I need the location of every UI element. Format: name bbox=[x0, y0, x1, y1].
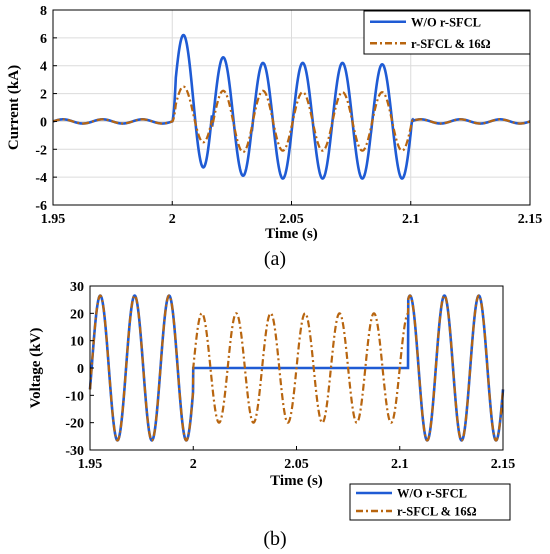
y-tick-label: -6 bbox=[35, 199, 47, 214]
series-line-r-sfcl bbox=[52, 85, 531, 154]
x-tick-label: 2 bbox=[169, 212, 176, 227]
y-tick-label: -20 bbox=[65, 417, 84, 432]
y-tick-label: -30 bbox=[65, 444, 84, 459]
x-tick-label: 1.95 bbox=[78, 457, 103, 472]
x-tick-label: 2.15 bbox=[518, 212, 543, 227]
chart-panel-b: 1.95 2 2.05 2.1 2.15 -30 -20 -10 0 10 20 30 Time (s)… bbox=[28, 280, 516, 521]
panel-label: (a) bbox=[264, 248, 286, 270]
legend-label: W/O r-SFCL bbox=[397, 487, 467, 501]
y-tick-label: 4 bbox=[40, 60, 47, 75]
x-axis-label: Time (s) bbox=[265, 226, 318, 242]
legend-box bbox=[363, 10, 531, 55]
x-tick-label: 2 bbox=[190, 457, 197, 472]
y-tick-label: 30 bbox=[70, 280, 84, 295]
panel-label: (b) bbox=[263, 528, 286, 550]
y-tick-label: 10 bbox=[70, 335, 84, 350]
legend: W/O r-SFCL r-SFCL & 16Ω bbox=[349, 483, 511, 521]
x-tick-label: 2.1 bbox=[402, 212, 420, 227]
legend: W/O r-SFCL r-SFCL & 16Ω bbox=[363, 10, 531, 55]
legend-label: r-SFCL & 16Ω bbox=[411, 37, 491, 51]
y-tick-label: -4 bbox=[35, 171, 47, 186]
chart-panel-a: 1.95 2 2.05 2.1 2.15 -6 -4 -2 0 2 4 6 8 Time (s) Curre… bbox=[6, 4, 542, 242]
y-tick-label: 0 bbox=[77, 362, 84, 377]
y-axis-label: Voltage (kV) bbox=[28, 328, 44, 409]
y-tick-label: -2 bbox=[35, 143, 47, 158]
y-tick-label: 0 bbox=[40, 115, 47, 130]
legend-label: r-SFCL & 16Ω bbox=[397, 505, 477, 519]
y-tick-label: 20 bbox=[70, 307, 84, 322]
x-tick-label: 1.95 bbox=[41, 212, 66, 227]
x-tick-label: 2.05 bbox=[284, 457, 309, 472]
y-axis-label: Current (kA) bbox=[6, 65, 22, 150]
y-tick-label: 8 bbox=[40, 4, 47, 19]
x-axis-label: Time (s) bbox=[270, 473, 323, 489]
x-tick-label: 2.1 bbox=[391, 457, 409, 472]
series-line-r-sfcl bbox=[88, 294, 505, 442]
y-tick-label: -10 bbox=[65, 389, 84, 404]
y-tick-label: 2 bbox=[40, 88, 47, 103]
x-tick-label: 2.15 bbox=[491, 457, 516, 472]
x-tick-label: 2.05 bbox=[279, 212, 304, 227]
legend-label: W/O r-SFCL bbox=[411, 15, 481, 29]
legend-box bbox=[349, 483, 511, 521]
y-tick-label: 6 bbox=[40, 32, 47, 47]
